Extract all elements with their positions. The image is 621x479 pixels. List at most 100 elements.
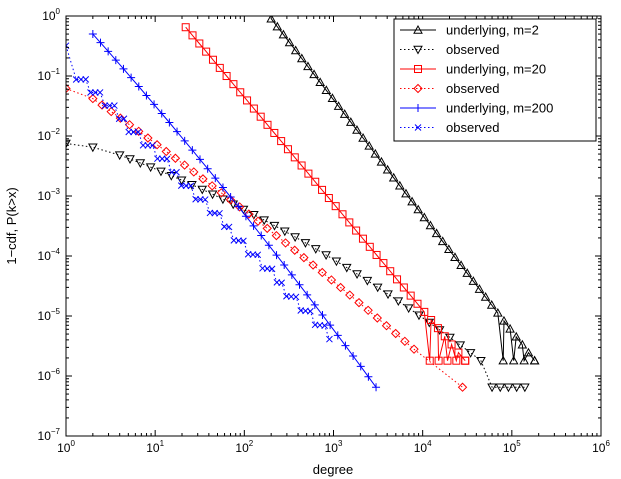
data-point — [318, 185, 327, 194]
data-point — [249, 104, 258, 113]
legend-marker — [414, 124, 422, 131]
data-point — [229, 80, 238, 89]
data-point — [433, 324, 442, 333]
data-point — [96, 38, 105, 47]
x-tick-label: 105 — [503, 439, 521, 455]
data-point — [290, 45, 301, 55]
legend-label: observed — [446, 120, 499, 135]
data-point — [419, 212, 430, 222]
data-point — [262, 223, 272, 234]
data-point — [198, 174, 208, 184]
data-point — [266, 16, 277, 23]
data-point — [142, 91, 151, 100]
data-point — [187, 182, 195, 190]
data-point — [125, 128, 133, 136]
data-point — [88, 93, 98, 104]
data-point — [173, 127, 182, 136]
data-point — [236, 88, 245, 97]
data-point — [297, 161, 306, 170]
data-point — [333, 101, 344, 110]
data-point — [372, 283, 383, 293]
data-point — [201, 196, 209, 203]
data-point — [304, 169, 313, 178]
data-point — [254, 251, 262, 259]
y-tick-label: 10−7 — [38, 427, 61, 443]
y-tick-label: 10−4 — [38, 247, 61, 263]
data-point — [234, 202, 243, 211]
data-point — [197, 185, 208, 195]
data-point — [372, 383, 381, 392]
data-point — [88, 30, 97, 39]
data-point — [149, 142, 156, 149]
data-point — [365, 242, 374, 251]
data-point — [268, 265, 276, 273]
data-point — [468, 276, 479, 285]
data-point — [486, 299, 497, 309]
data-point — [505, 323, 515, 333]
data-point — [163, 155, 171, 163]
data-point — [315, 77, 326, 87]
data-point — [272, 21, 283, 31]
data-point — [456, 260, 466, 269]
data-point — [222, 72, 231, 81]
data-point — [326, 335, 333, 343]
data-point — [406, 291, 415, 300]
data-point — [124, 119, 135, 130]
data-point — [363, 305, 373, 316]
data-point — [216, 188, 227, 198]
data-point — [443, 244, 454, 254]
series-4 — [88, 30, 381, 392]
data-point — [189, 167, 199, 177]
data-point — [511, 383, 522, 393]
data-point — [207, 181, 217, 191]
series-layer — [66, 16, 540, 393]
data-point — [492, 307, 503, 317]
data-point — [96, 89, 104, 96]
legend-label: underlying, m=20 — [446, 62, 546, 77]
data-point — [278, 279, 285, 287]
data-point — [376, 156, 387, 166]
data-point — [280, 238, 291, 248]
data-point — [150, 100, 159, 109]
data-point — [218, 183, 227, 192]
data-point — [308, 260, 318, 270]
data-point — [127, 73, 136, 82]
data-point — [278, 29, 289, 39]
data-point — [139, 141, 147, 149]
data-point — [331, 202, 340, 211]
data-point — [134, 128, 142, 136]
y-tick-label: 10−2 — [38, 127, 61, 143]
data-point — [207, 190, 218, 200]
y-tick-label: 10−6 — [38, 367, 61, 383]
data-point — [487, 383, 497, 393]
data-point — [292, 293, 300, 301]
data-point — [211, 174, 220, 183]
data-point — [173, 168, 180, 176]
legend-item: underlying, m=20 — [400, 62, 546, 77]
data-point — [188, 146, 197, 155]
x-tick-label: 104 — [414, 439, 432, 455]
data-point — [218, 195, 228, 205]
data-point — [300, 239, 311, 248]
data-point — [427, 316, 436, 325]
data-point — [517, 339, 528, 349]
data-point — [134, 82, 143, 91]
data-point — [115, 115, 123, 123]
data-point — [311, 177, 320, 186]
data-point — [372, 313, 383, 323]
data-point — [111, 102, 118, 109]
data-point — [272, 251, 281, 260]
legend-marker — [413, 83, 423, 94]
legend-item: observed — [400, 81, 499, 96]
series-line — [185, 26, 466, 363]
data-point — [480, 292, 491, 301]
data-point — [256, 112, 265, 121]
data-point — [457, 382, 468, 392]
data-point — [431, 228, 442, 238]
data-point — [364, 372, 373, 381]
data-point — [407, 196, 417, 206]
data-point — [400, 336, 410, 347]
data-point — [225, 195, 236, 205]
series-1 — [66, 139, 530, 393]
